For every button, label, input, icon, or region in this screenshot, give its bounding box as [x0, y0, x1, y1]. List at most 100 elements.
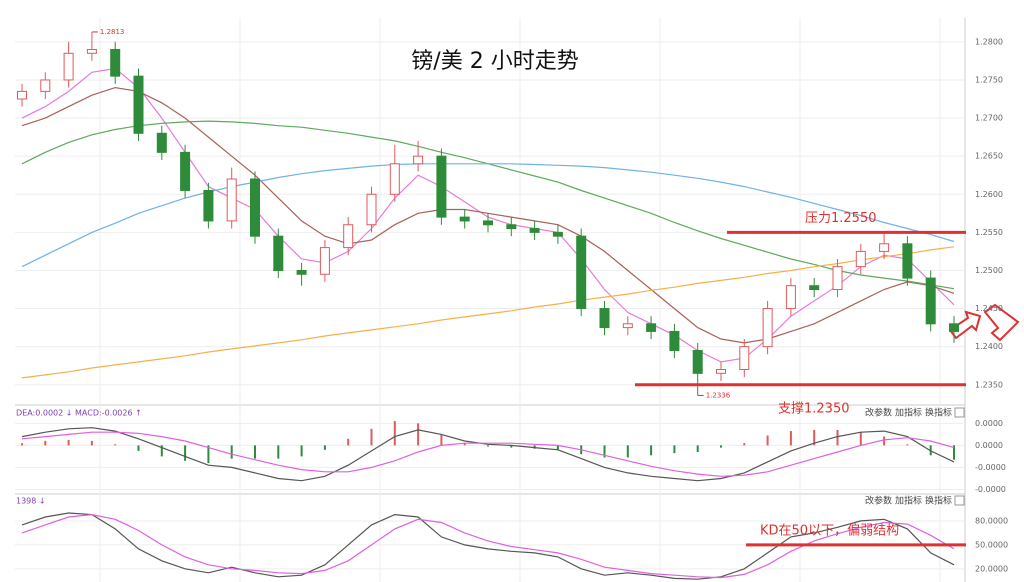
candle-body [483, 220, 493, 226]
macd-bar [67, 439, 70, 446]
candle-body [436, 155, 447, 218]
series-line [21, 246, 955, 379]
series-line [21, 427, 955, 482]
candle-body [832, 266, 843, 291]
candle-body [576, 235, 587, 310]
y-tick-label: 1.2450 [975, 304, 1003, 313]
candle-body [879, 243, 890, 252]
macd-bar [743, 443, 746, 446]
candle-body [902, 243, 913, 279]
macd-bar [254, 445, 256, 459]
candle-body [646, 323, 657, 332]
series-line [21, 512, 955, 580]
extreme-label: 1.2813 [100, 28, 125, 36]
y-tick-label: 1.2650 [975, 152, 1003, 161]
candle-body [17, 90, 27, 100]
candle-body [343, 224, 354, 249]
panel-button: 加指标 [895, 495, 922, 507]
y-tick-label: 1.2400 [975, 342, 1003, 351]
panel-button: 换指标 [925, 407, 952, 419]
macd-bar [277, 445, 280, 459]
macd-bar [650, 445, 653, 456]
macd-bar [207, 445, 210, 464]
candle-body [459, 216, 470, 222]
candle-body [599, 308, 610, 329]
candle-body [949, 323, 959, 332]
candle-body [86, 48, 97, 54]
y-tick-label: 80.0000 [975, 516, 1008, 525]
series-line [21, 431, 955, 477]
close-box [954, 407, 965, 418]
candle-body [529, 228, 540, 233]
candle-body [622, 323, 633, 329]
candle-body [296, 269, 307, 275]
y-tick-label: 1.2350 [975, 380, 1003, 389]
candle-body [762, 308, 773, 348]
y-tick-label: 1.2700 [975, 114, 1003, 123]
y-tick-label: 0.0000 [975, 441, 1003, 450]
candle-body [716, 369, 726, 374]
macd-bar [160, 445, 163, 457]
series-line [21, 513, 955, 579]
vertical-grid [99, 18, 941, 582]
candle-body [739, 346, 750, 371]
candle-body [63, 52, 74, 81]
macd-bar [370, 428, 373, 446]
y-tick-label: 1.2500 [975, 266, 1003, 275]
macd-bar [21, 443, 23, 446]
panel-button: 改参数 [865, 495, 892, 507]
candle-body [40, 79, 51, 92]
series-line [21, 163, 955, 268]
panel-button: 加指标 [895, 407, 922, 419]
candle-body [552, 231, 563, 237]
y-tick-label: -0.0000 [975, 463, 1006, 472]
candle-body [413, 155, 424, 165]
y-tick-label: 1.2800 [975, 37, 1003, 46]
level-label: 压力1.2550 [805, 211, 877, 226]
y-tick-label: 1.2750 [975, 75, 1003, 84]
macd-bar [510, 445, 513, 448]
macd-bar [347, 438, 350, 446]
candle-body [319, 247, 330, 275]
macd-bar [487, 445, 489, 447]
macd-bar [836, 429, 839, 446]
macd-bar [813, 429, 816, 446]
macd-bar [859, 432, 862, 446]
macd-bar [184, 445, 187, 461]
macd-bar [696, 445, 699, 452]
macd-bar [603, 445, 606, 458]
y-tick-label: 20.0000 [975, 564, 1008, 573]
candle-body [366, 193, 377, 226]
candle-body [692, 349, 703, 374]
candle-body [203, 189, 214, 222]
macd-bar [230, 445, 233, 459]
y-tick-label: 1.2600 [975, 190, 1003, 199]
candle-body [226, 178, 237, 222]
level-label: 支撑1.2350 [778, 401, 850, 416]
candle-body [180, 151, 191, 191]
candle-body [273, 235, 284, 271]
macd-bar [556, 445, 559, 450]
macd-bar [417, 423, 420, 446]
candle-body [785, 285, 796, 310]
y-tick-label: 1.2550 [975, 228, 1003, 237]
y-tick-label: 50.0000 [975, 540, 1008, 549]
macd-bar [883, 436, 886, 446]
candle-body [133, 75, 144, 134]
y-tick-label: 0.0000 [975, 419, 1003, 428]
candle-body [110, 48, 121, 77]
candle-body [925, 277, 936, 325]
panel-header: 1398 ↓ [16, 497, 46, 506]
candle-body [250, 178, 260, 237]
panel-header: DEA:0.0002 ↓ MACD:-0.0026 ↑ [16, 409, 142, 418]
macd-bar [44, 440, 47, 446]
macd-bar [626, 445, 629, 458]
macd-bar [463, 443, 466, 446]
candle-body [389, 163, 400, 195]
macd-bar [137, 445, 140, 451]
close-box [954, 495, 965, 506]
macd-bar [953, 445, 955, 460]
panel-button: 换指标 [925, 495, 952, 507]
